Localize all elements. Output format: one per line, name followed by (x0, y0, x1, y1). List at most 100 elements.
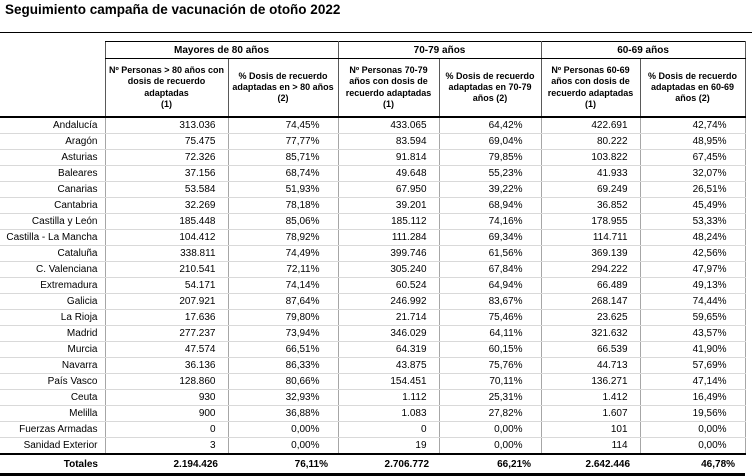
cell-value: 36.852 (541, 197, 641, 214)
table-row: La Rioja 17.636 79,80% 21.714 75,46% 23.625 59… (0, 309, 746, 326)
table-footer: Totales 2.194.426 76,11% 2.706.772 66,21% 2.… (0, 453, 746, 476)
region-label: Galicia (0, 293, 106, 310)
table-row: Andalucía 313.036 74,45% 433.065 64,42% 422.6… (0, 117, 746, 134)
table-row: Baleares 37.156 68,74% 49.648 55,23% 41.933 32… (0, 165, 746, 182)
table-row: Sanidad Exterior 3 0,00% 19 0,00% 114 0,00% (0, 437, 746, 455)
cell-value: 36,88% (228, 405, 339, 422)
cell-value: 74,44% (640, 293, 746, 310)
cell-value: 19,56% (640, 405, 746, 422)
cell-value: 85,71% (228, 149, 339, 166)
region-label: C. Valenciana (0, 261, 106, 278)
cell-value: 60.524 (338, 277, 440, 294)
cell-value: 47,97% (640, 261, 746, 278)
cell-value: 60,15% (439, 341, 542, 358)
cell-value: 210.541 (105, 261, 229, 278)
table-row: Navarra 36.136 86,33% 43.875 75,76% 44.713 57,… (0, 357, 746, 374)
cell-value: 37.156 (105, 165, 229, 182)
totals-value: 66,21% (439, 453, 542, 476)
cell-value: 80.222 (541, 133, 641, 150)
totals-value: 46,78% (640, 453, 746, 476)
cell-value: 66.489 (541, 277, 641, 294)
cell-value: 87,64% (228, 293, 339, 310)
cell-value: 67,45% (640, 149, 746, 166)
cell-value: 305.240 (338, 261, 440, 278)
cell-value: 185.448 (105, 213, 229, 230)
cell-value: 78,18% (228, 197, 339, 214)
cell-value: 83,67% (439, 293, 542, 310)
cell-value: 54.171 (105, 277, 229, 294)
table-row: Murcia 47.574 66,51% 64.319 60,15% 66.539 41,9… (0, 341, 746, 358)
cell-value: 154.451 (338, 373, 440, 390)
cell-value: 294.222 (541, 261, 641, 278)
vaccination-table: Mayores de 80 años 70-79 años 60-69 años… (0, 41, 746, 476)
corner-blank-cell (0, 58, 105, 118)
cell-value: 64,94% (439, 277, 542, 294)
totals-value: 76,11% (228, 453, 339, 476)
title-divider (0, 32, 752, 33)
cell-value: 64,42% (439, 117, 542, 134)
region-label: Fuerzas Armadas (0, 421, 106, 438)
cell-value: 66,51% (228, 341, 339, 358)
cell-value: 21.714 (338, 309, 440, 326)
cell-value: 42,56% (640, 245, 746, 262)
cell-value: 85,06% (228, 213, 339, 230)
cell-value: 43.875 (338, 357, 440, 374)
cell-value: 399.746 (338, 245, 440, 262)
col-header-n-70-79: Nº Personas 70-79 años con dosis de recu… (337, 58, 440, 118)
cell-value: 61,56% (439, 245, 542, 262)
cell-value: 42,74% (640, 117, 746, 134)
cell-value: 114 (541, 437, 641, 455)
cell-value: 433.065 (338, 117, 440, 134)
cell-value: 268.147 (541, 293, 641, 310)
cell-value: 53,33% (640, 213, 746, 230)
region-label: País Vasco (0, 373, 106, 390)
totals-label: Totales (0, 453, 105, 476)
region-label: Navarra (0, 357, 106, 374)
cell-value: 0,00% (228, 421, 339, 438)
col-header-pct-70-79: % Dosis de recuerdo adaptadas en 70-79 a… (438, 58, 542, 118)
cell-value: 67.950 (338, 181, 440, 198)
column-header-row: Nº Personas > 80 años con dosis de recue… (0, 58, 746, 118)
table-header: Mayores de 80 años 70-79 años 60-69 años… (0, 41, 746, 118)
cell-value: 83.594 (338, 133, 440, 150)
table-row: Ceuta 930 32,93% 1.112 25,31% 1.412 16,49% (0, 389, 746, 406)
region-label: Cataluña (0, 245, 106, 262)
cell-value: 57,69% (640, 357, 746, 374)
table-row: País Vasco 128.860 80,66% 154.451 70,11% 136.… (0, 373, 746, 390)
cell-value: 55,23% (439, 165, 542, 182)
table-body: Andalucía 313.036 74,45% 433.065 64,42% 422.6… (0, 117, 746, 455)
cell-value: 277.237 (105, 325, 229, 342)
cell-value: 111.284 (338, 229, 440, 246)
cell-value: 178.955 (541, 213, 641, 230)
cell-value: 80,66% (228, 373, 339, 390)
cell-value: 26,51% (640, 181, 746, 198)
table-row: C. Valenciana 210.541 72,11% 305.240 67,84% 2… (0, 261, 746, 278)
table-row: Castilla y León 185.448 85,06% 185.112 74,16… (0, 213, 746, 230)
cell-value: 45,49% (640, 197, 746, 214)
cell-value: 74,16% (439, 213, 542, 230)
totals-row: Totales 2.194.426 76,11% 2.706.772 66,21% 2.… (0, 453, 746, 476)
cell-value: 1.607 (541, 405, 641, 422)
cell-value: 39.201 (338, 197, 440, 214)
region-label: Baleares (0, 165, 106, 182)
cell-value: 1.083 (338, 405, 440, 422)
cell-value: 68,94% (439, 197, 542, 214)
cell-value: 51,93% (228, 181, 339, 198)
cell-value: 91.814 (338, 149, 440, 166)
region-label: Cantabria (0, 197, 106, 214)
table-row: Canarias 53.584 51,93% 67.950 39,22% 69.249 26… (0, 181, 746, 198)
cell-value: 346.029 (338, 325, 440, 342)
cell-value: 69,34% (439, 229, 542, 246)
cell-value: 72,11% (228, 261, 339, 278)
region-label: Melilla (0, 405, 106, 422)
cell-value: 73,94% (228, 325, 339, 342)
totals-value: 2.194.426 (105, 453, 228, 476)
cell-value: 75,76% (439, 357, 542, 374)
cell-value: 47,14% (640, 373, 746, 390)
col-header-pct-over-80: % Dosis de recuerdo adaptadas en > 80 añ… (227, 58, 339, 118)
table-row: Aragón 75.475 77,77% 83.594 69,04% 80.222 48,9… (0, 133, 746, 150)
region-label: Asturias (0, 149, 106, 166)
cell-value: 19 (338, 437, 440, 455)
cell-value: 0 (338, 421, 440, 438)
